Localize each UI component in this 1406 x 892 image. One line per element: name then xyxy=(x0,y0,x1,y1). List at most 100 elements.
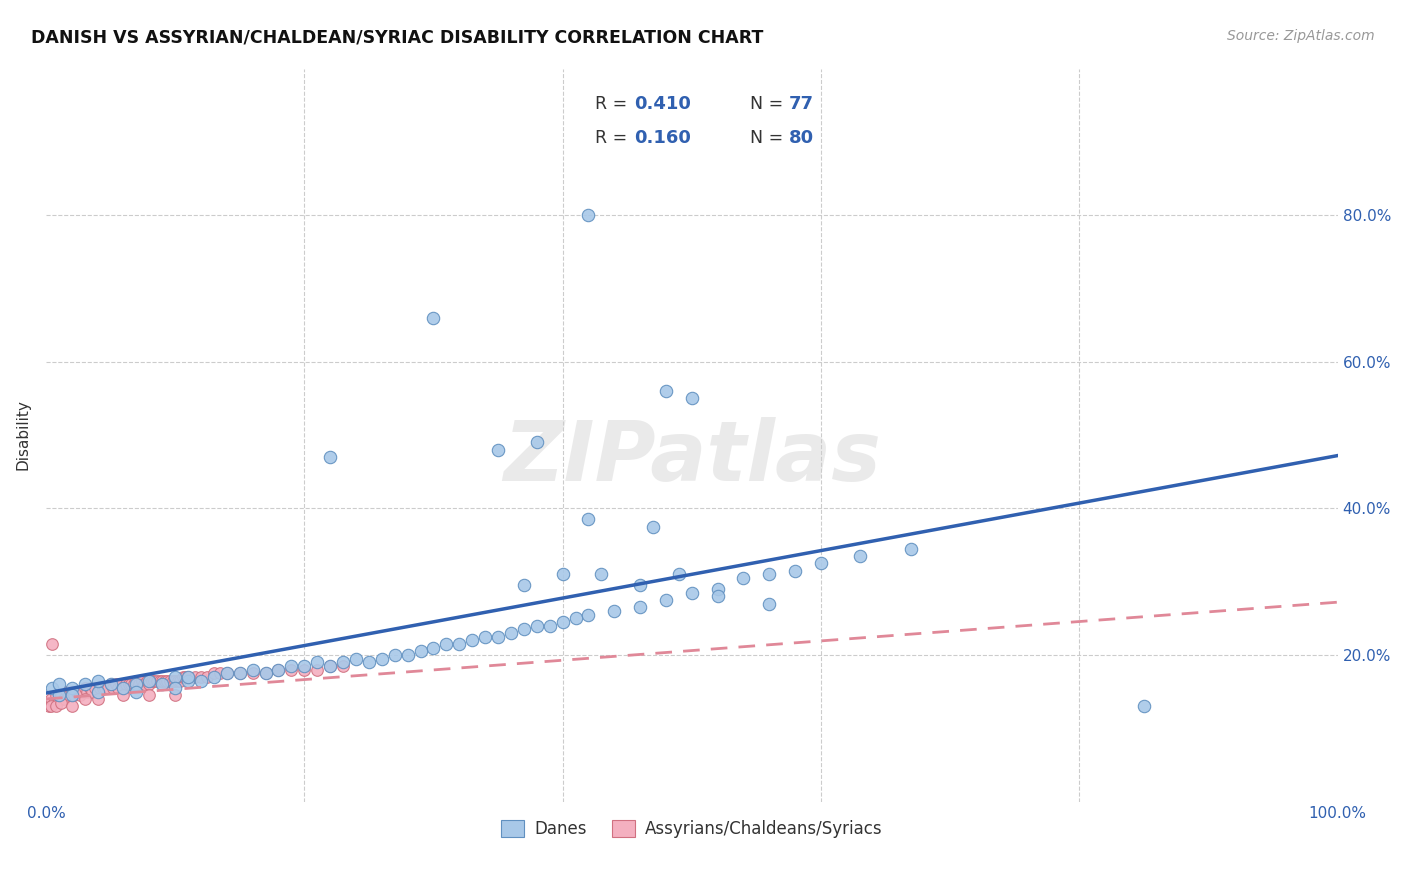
Point xyxy=(228,666,250,681)
Point xyxy=(79,681,101,695)
Point xyxy=(48,692,70,706)
Point xyxy=(197,670,219,684)
Point xyxy=(66,684,89,698)
Point xyxy=(51,688,73,702)
Point xyxy=(39,692,62,706)
Text: R =: R = xyxy=(595,129,633,147)
Legend: Danes, Assyrians/Chaldeans/Syriacs: Danes, Assyrians/Chaldeans/Syriacs xyxy=(495,813,890,845)
Point xyxy=(551,567,574,582)
Point xyxy=(810,557,832,571)
Point xyxy=(169,673,191,688)
Point xyxy=(900,541,922,556)
Point xyxy=(177,673,200,688)
Point xyxy=(104,677,127,691)
Point xyxy=(183,670,205,684)
Point xyxy=(86,684,108,698)
Point xyxy=(551,615,574,629)
Point xyxy=(125,673,148,688)
Point xyxy=(55,684,77,698)
Point xyxy=(628,578,651,592)
Point xyxy=(177,670,200,684)
Point xyxy=(733,571,755,585)
Point xyxy=(135,673,157,688)
Point xyxy=(578,512,600,526)
Point xyxy=(149,673,172,688)
Point xyxy=(267,663,290,677)
Point xyxy=(474,630,496,644)
Point xyxy=(165,670,187,684)
Point xyxy=(409,644,432,658)
Point xyxy=(41,637,63,651)
Point xyxy=(73,692,96,706)
Point xyxy=(578,607,600,622)
Point xyxy=(319,450,342,464)
Point xyxy=(513,578,536,592)
Point xyxy=(307,655,329,669)
Point xyxy=(97,681,120,695)
Text: Source: ZipAtlas.com: Source: ZipAtlas.com xyxy=(1227,29,1375,43)
Point xyxy=(110,677,132,691)
Point xyxy=(344,651,367,665)
Point xyxy=(138,673,160,688)
Point xyxy=(172,670,194,684)
Point xyxy=(150,673,173,688)
Point xyxy=(125,677,148,691)
Point xyxy=(117,677,139,691)
Point xyxy=(202,666,225,681)
Point xyxy=(848,549,870,563)
Point xyxy=(434,637,457,651)
Point xyxy=(396,648,419,662)
Point xyxy=(681,392,703,406)
Point xyxy=(668,567,690,582)
Point xyxy=(60,688,83,702)
Point xyxy=(332,659,354,673)
Point xyxy=(60,684,83,698)
Point xyxy=(706,590,728,604)
Point xyxy=(48,677,70,691)
Point xyxy=(91,681,114,695)
Point xyxy=(70,684,93,698)
Point xyxy=(82,684,104,698)
Point xyxy=(655,384,678,398)
Point xyxy=(603,604,626,618)
Text: R =: R = xyxy=(595,95,633,112)
Point xyxy=(209,666,232,681)
Point xyxy=(69,688,91,702)
Point xyxy=(150,677,173,691)
Point xyxy=(100,677,122,691)
Point xyxy=(578,208,600,222)
Point xyxy=(165,673,187,688)
Point xyxy=(499,626,522,640)
Point xyxy=(89,681,111,695)
Point xyxy=(39,699,62,714)
Text: 80: 80 xyxy=(789,129,814,147)
Point xyxy=(45,688,67,702)
Point xyxy=(174,670,197,684)
Point xyxy=(58,688,80,702)
Point xyxy=(202,670,225,684)
Point xyxy=(758,567,780,582)
Point xyxy=(156,673,179,688)
Point xyxy=(526,435,548,450)
Point xyxy=(486,630,509,644)
Point xyxy=(215,666,238,681)
Point xyxy=(112,681,135,695)
Point xyxy=(112,688,135,702)
Point xyxy=(86,673,108,688)
Text: ZIPatlas: ZIPatlas xyxy=(503,417,880,498)
Text: DANISH VS ASSYRIAN/CHALDEAN/SYRIAC DISABILITY CORRELATION CHART: DANISH VS ASSYRIAN/CHALDEAN/SYRIAC DISAB… xyxy=(31,29,763,46)
Point xyxy=(122,677,145,691)
Point xyxy=(141,673,163,688)
Point xyxy=(112,681,135,695)
Point xyxy=(138,688,160,702)
Point xyxy=(706,582,728,596)
Point xyxy=(319,659,342,673)
Point xyxy=(120,677,142,691)
Point xyxy=(655,593,678,607)
Point xyxy=(280,663,302,677)
Point xyxy=(422,310,444,325)
Point xyxy=(41,681,63,695)
Point xyxy=(758,597,780,611)
Point xyxy=(100,677,122,691)
Point xyxy=(1133,699,1156,714)
